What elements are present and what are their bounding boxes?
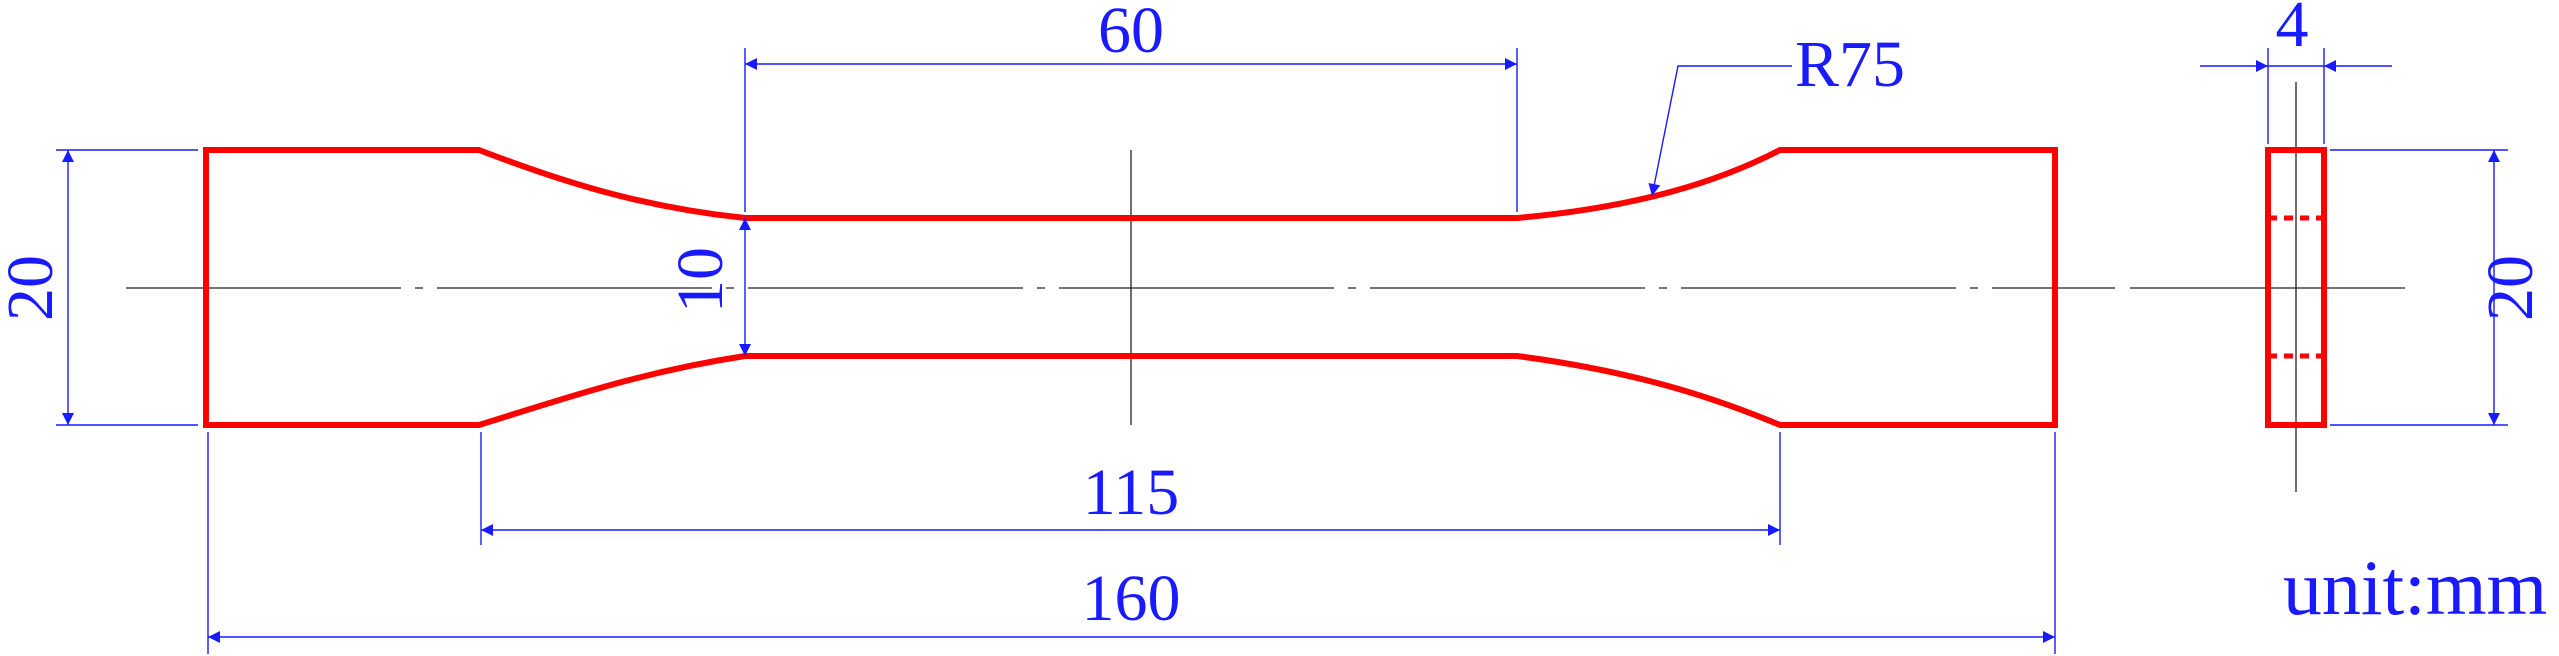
side-view-outline	[2265, 147, 2327, 428]
dim-text-20-right: 20	[2474, 255, 2547, 321]
dim-text-160: 160	[1082, 562, 1181, 635]
dim-text-4: 4	[2276, 0, 2309, 61]
dim-text-10: 10	[664, 247, 737, 313]
dogbone-outline	[203, 147, 2058, 428]
dim-text-115: 115	[1083, 456, 1180, 529]
dim-text-20-left: 20	[0, 255, 67, 321]
radius-leader	[1648, 65, 1792, 197]
front-view: 60 115 160 R75 20 10	[0, 0, 2115, 654]
dim-text-radius: R75	[1795, 28, 1905, 101]
unit-label: unit:mm	[2283, 544, 2547, 631]
side-view: 4 20	[2130, 0, 2547, 492]
dim-text-60: 60	[1098, 0, 1164, 67]
